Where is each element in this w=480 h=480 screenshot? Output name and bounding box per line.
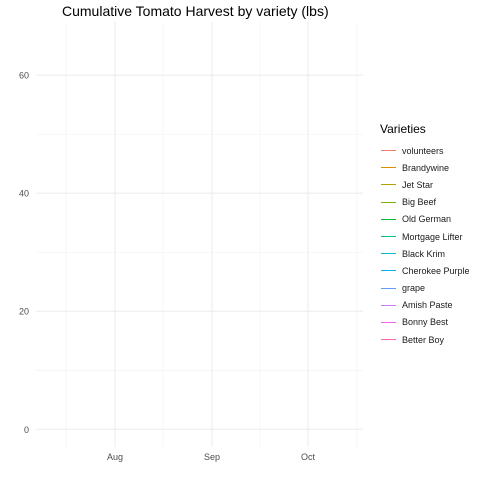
legend-line-swatch bbox=[381, 184, 396, 186]
legend-item: Black Krim bbox=[380, 245, 470, 262]
legend-label: Jet Star bbox=[402, 179, 434, 190]
legend-label: Brandywine bbox=[402, 162, 450, 173]
legend-line-swatch bbox=[381, 339, 396, 341]
legend-label: Mortgage Lifter bbox=[402, 231, 463, 242]
legend-label: Black Krim bbox=[402, 248, 446, 259]
legend-item: Mortgage Lifter bbox=[380, 228, 470, 245]
legend-item: grape bbox=[380, 280, 470, 297]
legend-item: volunteers bbox=[380, 142, 470, 159]
legend-line-swatch bbox=[381, 304, 396, 306]
legend-label: Cherokee Purple bbox=[402, 265, 470, 276]
chart-title: Cumulative Tomato Harvest by variety (lb… bbox=[62, 3, 329, 19]
legend-item: Old German bbox=[380, 211, 470, 228]
legend-label: Amish Paste bbox=[402, 300, 453, 311]
legend-item: Amish Paste bbox=[380, 297, 470, 314]
legend-key bbox=[380, 280, 397, 297]
legend-key bbox=[380, 245, 397, 262]
legend-line-swatch bbox=[381, 287, 396, 289]
legend-label: Big Beef bbox=[402, 197, 437, 208]
legend-item: Big Beef bbox=[380, 194, 470, 211]
legend-label: Better Boy bbox=[402, 334, 445, 345]
legend-key bbox=[380, 194, 397, 211]
legend-title: Varieties bbox=[380, 122, 426, 136]
legend-line-swatch bbox=[381, 150, 396, 152]
legend-key bbox=[380, 228, 397, 245]
legend-line-swatch bbox=[381, 236, 396, 238]
legend-item: Brandywine bbox=[380, 159, 470, 176]
legend-line-swatch bbox=[381, 253, 396, 255]
legend-key bbox=[380, 176, 397, 193]
legend-line-swatch bbox=[381, 167, 396, 169]
x-tick-label: Sep bbox=[204, 452, 220, 462]
legend-line-swatch bbox=[381, 270, 396, 272]
legend-key bbox=[380, 297, 397, 314]
y-tick-label: 0 bbox=[24, 425, 29, 435]
y-tick-label: 20 bbox=[19, 307, 29, 317]
legend-label: Bonny Best bbox=[402, 317, 449, 328]
legend-items: volunteers Brandywine Jet Star Big Beef Old … bbox=[380, 142, 470, 348]
legend-key bbox=[380, 159, 397, 176]
x-tick-label: Aug bbox=[107, 452, 123, 462]
y-tick-label: 60 bbox=[19, 71, 29, 81]
legend-item: Better Boy bbox=[380, 331, 470, 348]
legend-key bbox=[380, 314, 397, 331]
legend-item: Cherokee Purple bbox=[380, 262, 470, 279]
legend-key bbox=[380, 142, 397, 159]
legend-label: volunteers bbox=[402, 145, 444, 156]
legend-line-swatch bbox=[381, 201, 396, 203]
legend-label: Old German bbox=[402, 214, 452, 225]
legend: Varieties volunteers Brandywine Jet Star Bi… bbox=[380, 122, 470, 348]
legend-key bbox=[380, 211, 397, 228]
y-tick-label: 40 bbox=[19, 189, 29, 199]
x-tick-label: Oct bbox=[301, 452, 316, 462]
legend-item: Jet Star bbox=[380, 176, 470, 193]
legend-line-swatch bbox=[381, 218, 396, 220]
legend-line-swatch bbox=[381, 321, 396, 323]
legend-item: Bonny Best bbox=[380, 314, 470, 331]
legend-key bbox=[380, 331, 397, 348]
legend-label: grape bbox=[402, 283, 426, 294]
legend-key bbox=[380, 262, 397, 279]
